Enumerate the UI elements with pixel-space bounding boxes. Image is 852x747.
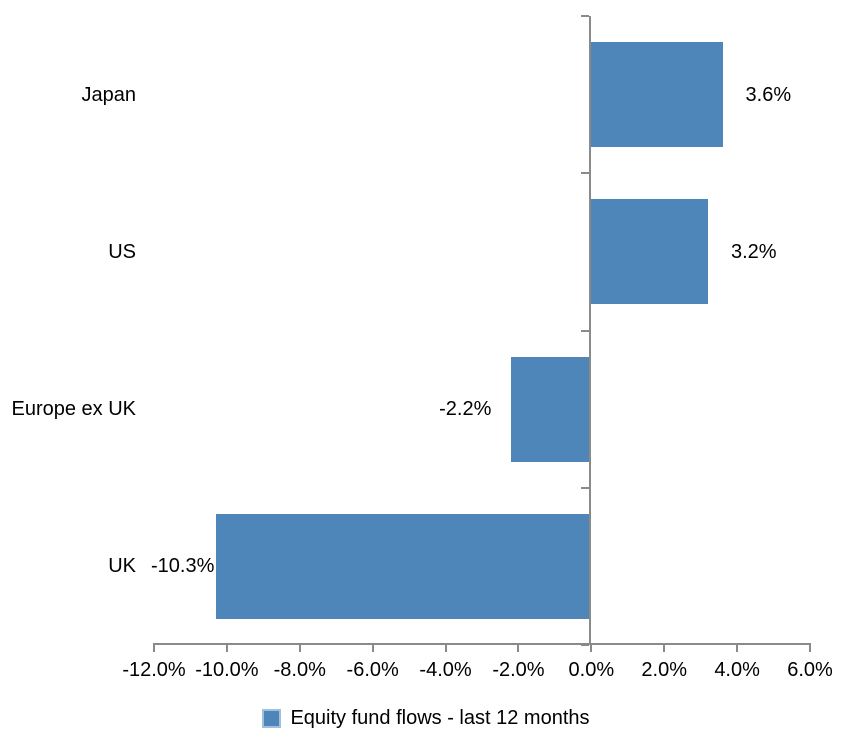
x-axis-tick-label: -2.0% [492,659,545,681]
x-axis-tick [809,643,811,652]
y-axis-tick [581,486,590,489]
y-axis-tick [581,644,590,646]
legend: Equity fund flows - last 12 months [0,704,852,732]
x-axis-tick [298,643,301,652]
category-label-us: US [108,240,136,263]
x-axis-tick [225,643,228,652]
bar-us [591,199,708,305]
x-axis-tick-label: -10.0% [195,659,259,681]
data-label: 3.6% [745,83,792,106]
x-axis-tick [736,643,739,652]
x-axis-tick [153,643,155,652]
category-label-japan: Japan [81,83,137,106]
x-axis-tick-label: -4.0% [419,659,472,681]
data-label: -10.3% [151,555,215,578]
x-axis-tick-label: 2.0% [641,659,688,681]
bar-europe-ex-uk [511,356,590,462]
x-axis-tick-label: 6.0% [787,659,833,681]
data-label: -2.2% [439,398,492,421]
y-axis-tick [581,329,590,332]
x-axis-tick-label: -12.0% [122,659,186,681]
x-axis-tick-label: 0.0% [568,659,615,681]
x-axis-tick [517,643,520,652]
x-axis-tick [444,643,447,652]
category-label-europe-ex-uk: Europe ex UK [11,398,136,421]
legend-label: Equity fund flows - last 12 months [290,707,590,729]
x-axis-tick-label: -6.0% [346,659,399,681]
bar-uk [215,513,590,619]
x-axis-tick [590,643,593,652]
x-axis-tick [371,643,374,652]
x-axis-tick [663,643,666,652]
category-label-uk: UK [108,555,136,578]
y-axis-line [589,16,592,645]
data-label: 3.2% [730,240,777,263]
x-axis-tick-label: 4.0% [714,659,760,681]
legend-swatch-icon [262,708,282,728]
bar-japan [591,42,723,148]
x-axis-line [153,643,811,645]
y-axis-tick [581,15,590,17]
x-axis-tick-label: -8.0% [273,659,326,681]
y-axis-tick [581,172,590,175]
